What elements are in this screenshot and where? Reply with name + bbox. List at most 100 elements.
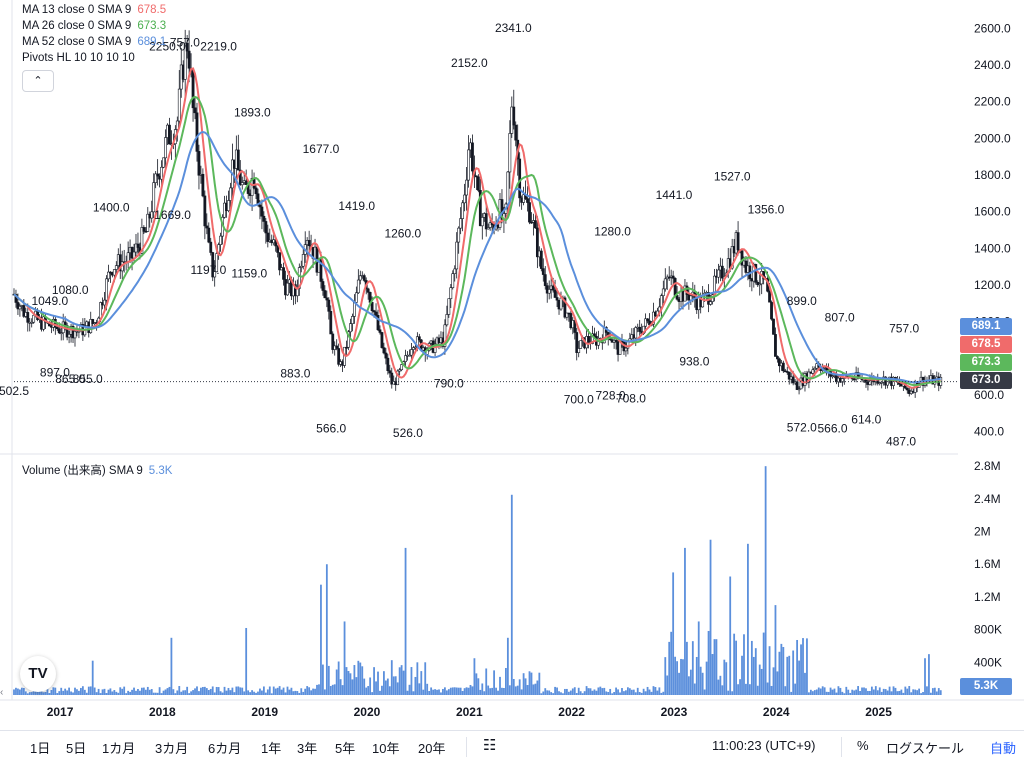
volume-bar	[101, 689, 104, 695]
scroll-left-handle[interactable]: ‹	[0, 687, 4, 698]
price-tick-label: 2000.0	[974, 131, 1011, 145]
range-5y[interactable]: 5年	[335, 741, 356, 756]
volume-bar	[123, 686, 126, 695]
volume-bar	[865, 688, 867, 695]
volume-bar	[121, 688, 124, 695]
volume-bar	[229, 690, 232, 695]
volume-bar	[914, 689, 917, 695]
range-10y[interactable]: 10年	[372, 741, 400, 756]
time-axis[interactable]: 2017 2018 2019 2020 2021 2022 2023 2024 2025	[47, 705, 893, 719]
volume-bar	[939, 690, 942, 695]
legend-collapse-button[interactable]: ⌃	[22, 70, 54, 92]
auto-scale-toggle[interactable]: 自動	[990, 741, 1017, 756]
volume-bar	[931, 688, 934, 695]
range-3y[interactable]: 3年	[297, 741, 318, 756]
range-1y[interactable]: 1年	[261, 741, 282, 756]
pivot-label: 1260.0	[384, 226, 421, 240]
volume-bar	[325, 564, 328, 695]
volume-bar	[676, 661, 678, 695]
volume-bar	[650, 691, 653, 695]
volume-bar	[483, 691, 486, 695]
clock-time[interactable]: 11:00:23 (UTC+9)	[712, 738, 816, 753]
volume-bar	[373, 667, 375, 695]
volume-bar	[514, 686, 517, 695]
volume-bar	[731, 691, 734, 695]
volume-legend[interactable]: Volume (出来高) SMA 9 5.3K	[22, 462, 172, 478]
candle-body	[321, 281, 325, 291]
candle-body	[539, 250, 543, 269]
candle-body	[162, 157, 165, 168]
pivot-label: 1049.0	[31, 294, 68, 308]
volume-tick-label: 2.8M	[974, 459, 1001, 473]
candle-body	[260, 206, 264, 217]
price-tick-label: 1400.0	[974, 241, 1011, 255]
volume-bar	[587, 688, 590, 695]
log-scale-toggle[interactable]: ログスケール	[886, 741, 965, 756]
candle-body	[459, 218, 463, 229]
candle-body	[478, 190, 482, 227]
candle-body	[354, 292, 358, 303]
candle-body	[65, 325, 69, 338]
volume-bar	[536, 680, 539, 695]
volume-bar	[438, 689, 440, 695]
volume-bar	[804, 672, 806, 695]
range-1m[interactable]: 1カ月	[102, 741, 136, 756]
candle-body	[880, 381, 884, 384]
volume-bar	[772, 667, 775, 695]
candle-body	[455, 241, 459, 270]
volume-bar	[343, 621, 346, 695]
percent-toggle[interactable]: %	[857, 738, 869, 753]
legend-ma26[interactable]: MA 26 close 0 SMA 9 673.3	[22, 18, 166, 34]
volume-bar	[621, 688, 623, 695]
price-axis[interactable]: 400.0600.0800.01000.01200.01400.01600.01…	[974, 21, 1011, 438]
volume-bar	[735, 640, 738, 695]
volume-tick-label: 1.6M	[974, 557, 1001, 571]
volume-bar	[670, 631, 673, 695]
volume-bar	[339, 679, 342, 695]
volume-bar	[215, 686, 218, 695]
volume-bar	[491, 687, 494, 695]
volume-axis[interactable]: 400K 800K 1.2M 1.6M 2M 2.4M 2.8M	[974, 459, 1002, 669]
legend-ma52-label: MA 52 close 0 SMA 9	[22, 36, 132, 48]
volume-bar	[168, 686, 171, 695]
legend-pivots[interactable]: Pivots HL 10 10 10 10	[22, 50, 135, 66]
volume-bar	[331, 684, 334, 695]
volume-bar	[928, 654, 930, 695]
range-1d[interactable]: 1日	[30, 741, 51, 756]
volume-bar	[813, 690, 816, 695]
volume-bar	[95, 692, 98, 695]
tradingview-logo[interactable]: TV	[20, 656, 56, 692]
candle-body	[663, 278, 667, 290]
candle-body	[14, 294, 18, 303]
volume-bar	[540, 693, 543, 695]
range-6m[interactable]: 6カ月	[208, 741, 242, 756]
volume-bar	[752, 656, 755, 695]
volume-bar	[280, 689, 283, 695]
candle-body	[777, 358, 781, 367]
candle-body	[530, 221, 533, 224]
volume-bar	[886, 690, 889, 695]
candle-body	[591, 333, 594, 344]
calendar-icon[interactable]: ☷	[483, 737, 497, 754]
volume-bar	[469, 684, 472, 695]
candle-body	[140, 227, 144, 254]
range-3m[interactable]: 3カ月	[155, 741, 189, 756]
candle-body	[229, 187, 232, 201]
volume-bar	[896, 691, 899, 695]
volume-bar	[666, 675, 669, 695]
volume-bar	[471, 686, 474, 695]
volume-bar	[15, 687, 17, 695]
volume-bar	[707, 630, 710, 695]
volume-bar	[660, 692, 663, 695]
price-tag-last: 673.0	[960, 372, 1012, 389]
legend-ma13[interactable]: MA 13 close 0 SMA 9 678.5	[22, 2, 166, 18]
volume-bar	[845, 686, 848, 695]
candle-body	[709, 301, 712, 305]
range-5d[interactable]: 5日	[66, 741, 87, 756]
legend-ma52[interactable]: MA 52 close 0 SMA 9 689.1	[22, 34, 166, 50]
pivot-label: 728.0	[595, 389, 625, 403]
volume-bar	[701, 672, 704, 695]
range-20y[interactable]: 20年	[418, 741, 446, 756]
volume-bar	[526, 685, 529, 695]
